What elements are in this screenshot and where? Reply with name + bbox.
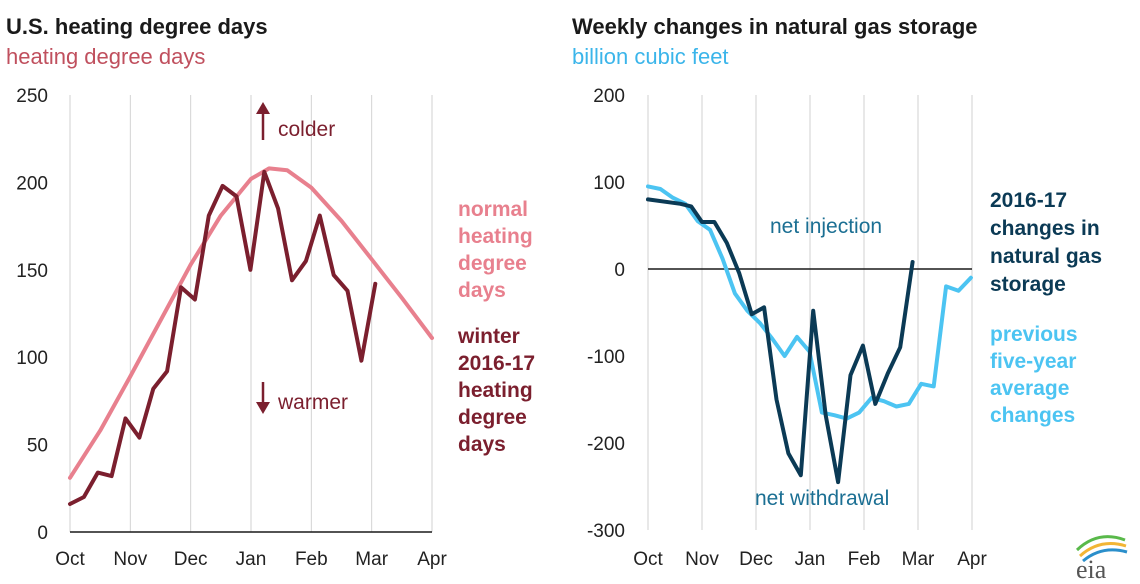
y-tick-label: 0 [37,523,48,544]
x-tick-label: Dec [174,549,208,570]
net-injection-label: net injection [770,215,882,238]
y-tick-label: -200 [587,434,625,455]
left-chart-title: U.S. heating degree days [6,14,268,39]
series-line-1 [646,197,915,485]
logo-text: eia [1076,555,1107,584]
right-series-lines [646,184,973,485]
series-label-line: degree [458,406,527,429]
warmer-annotation: warmer [256,382,348,414]
x-tick-label: Oct [55,549,85,570]
y-tick-label: -100 [587,347,625,368]
series-label-line: normal [458,198,528,221]
x-tick-label: Nov [113,549,147,570]
series-label-line: degree [458,252,527,275]
right-y-tick-labels: -300 -200 -100 0 100 200 [587,86,625,542]
x-tick-label: Apr [417,549,447,570]
series-label-line: winter [457,325,520,348]
x-tick-label: Oct [633,549,663,570]
series-label-line: five-year [990,350,1076,373]
series-label-line: 2016-17 [458,352,535,375]
x-tick-label: Feb [295,549,328,570]
y-tick-label: 50 [27,436,48,457]
series-label-line: heating [458,225,533,248]
x-tick-label: Apr [957,549,987,570]
series-line-2 [68,169,378,506]
x-tick-label: Dec [739,549,773,570]
x-tick-label: Mar [355,549,388,570]
y-tick-label: 200 [16,173,48,194]
right-gridlines [647,95,973,530]
winter-series-label: winter 2016-17 heating degree days [457,325,535,456]
y-tick-label: -300 [587,521,625,542]
series-label-line: average [990,377,1069,400]
normal-series-label: normal heating degree days [458,198,533,302]
series-label-line: changes [990,404,1075,427]
series-label-line: days [458,433,506,456]
colder-label: colder [278,118,335,141]
logo-swoosh-blue [1082,548,1128,563]
series-label-line: previous [990,323,1078,346]
down-arrowhead-icon [256,402,270,414]
series-line-1 [68,166,434,480]
series-label-line: heating [458,379,533,402]
series-label-line: changes in [990,217,1100,240]
left-x-tick-labels: Oct Nov Dec Jan Feb Mar Apr [55,549,447,570]
warmer-label: warmer [277,391,348,414]
y-tick-label: 0 [614,260,625,281]
x-tick-label: Mar [902,549,935,570]
x-tick-label: Nov [685,549,719,570]
series-label-line: 2016-17 [990,189,1067,212]
x-tick-label: Jan [236,549,267,570]
left-chart-subtitle: heating degree days [6,44,205,69]
x-tick-label: Feb [848,549,881,570]
series-label-line: storage [990,273,1066,296]
x-tick-label: Jan [795,549,826,570]
left-series-lines [68,166,434,506]
y-tick-label: 150 [16,261,48,282]
right-chart-title: Weekly changes in natural gas storage [572,14,978,39]
net-withdrawal-label: net withdrawal [755,487,889,510]
colder-annotation: colder [256,102,335,141]
average-series-label: previous five-year average changes [990,323,1078,427]
y-tick-label: 200 [593,86,625,107]
logo-swoosh-green [1075,535,1126,552]
y-tick-label: 100 [593,173,625,194]
y-tick-label: 250 [16,86,48,107]
right-x-tick-labels: Oct Nov Dec Jan Feb Mar Apr [633,549,987,570]
left-y-tick-labels: 0 50 100 150 200 250 [16,86,48,544]
eia-logo: eia [1075,535,1128,584]
y-tick-label: 100 [16,348,48,369]
series-label-line: natural gas [990,245,1102,268]
up-arrowhead-icon [256,102,270,114]
left-gridlines [69,95,433,533]
current-series-label: 2016-17 changes in natural gas storage [990,189,1102,296]
logo-swoosh-yellow [1078,542,1127,558]
series-label-line: days [458,279,506,302]
right-chart-subtitle: billion cubic feet [572,44,729,69]
